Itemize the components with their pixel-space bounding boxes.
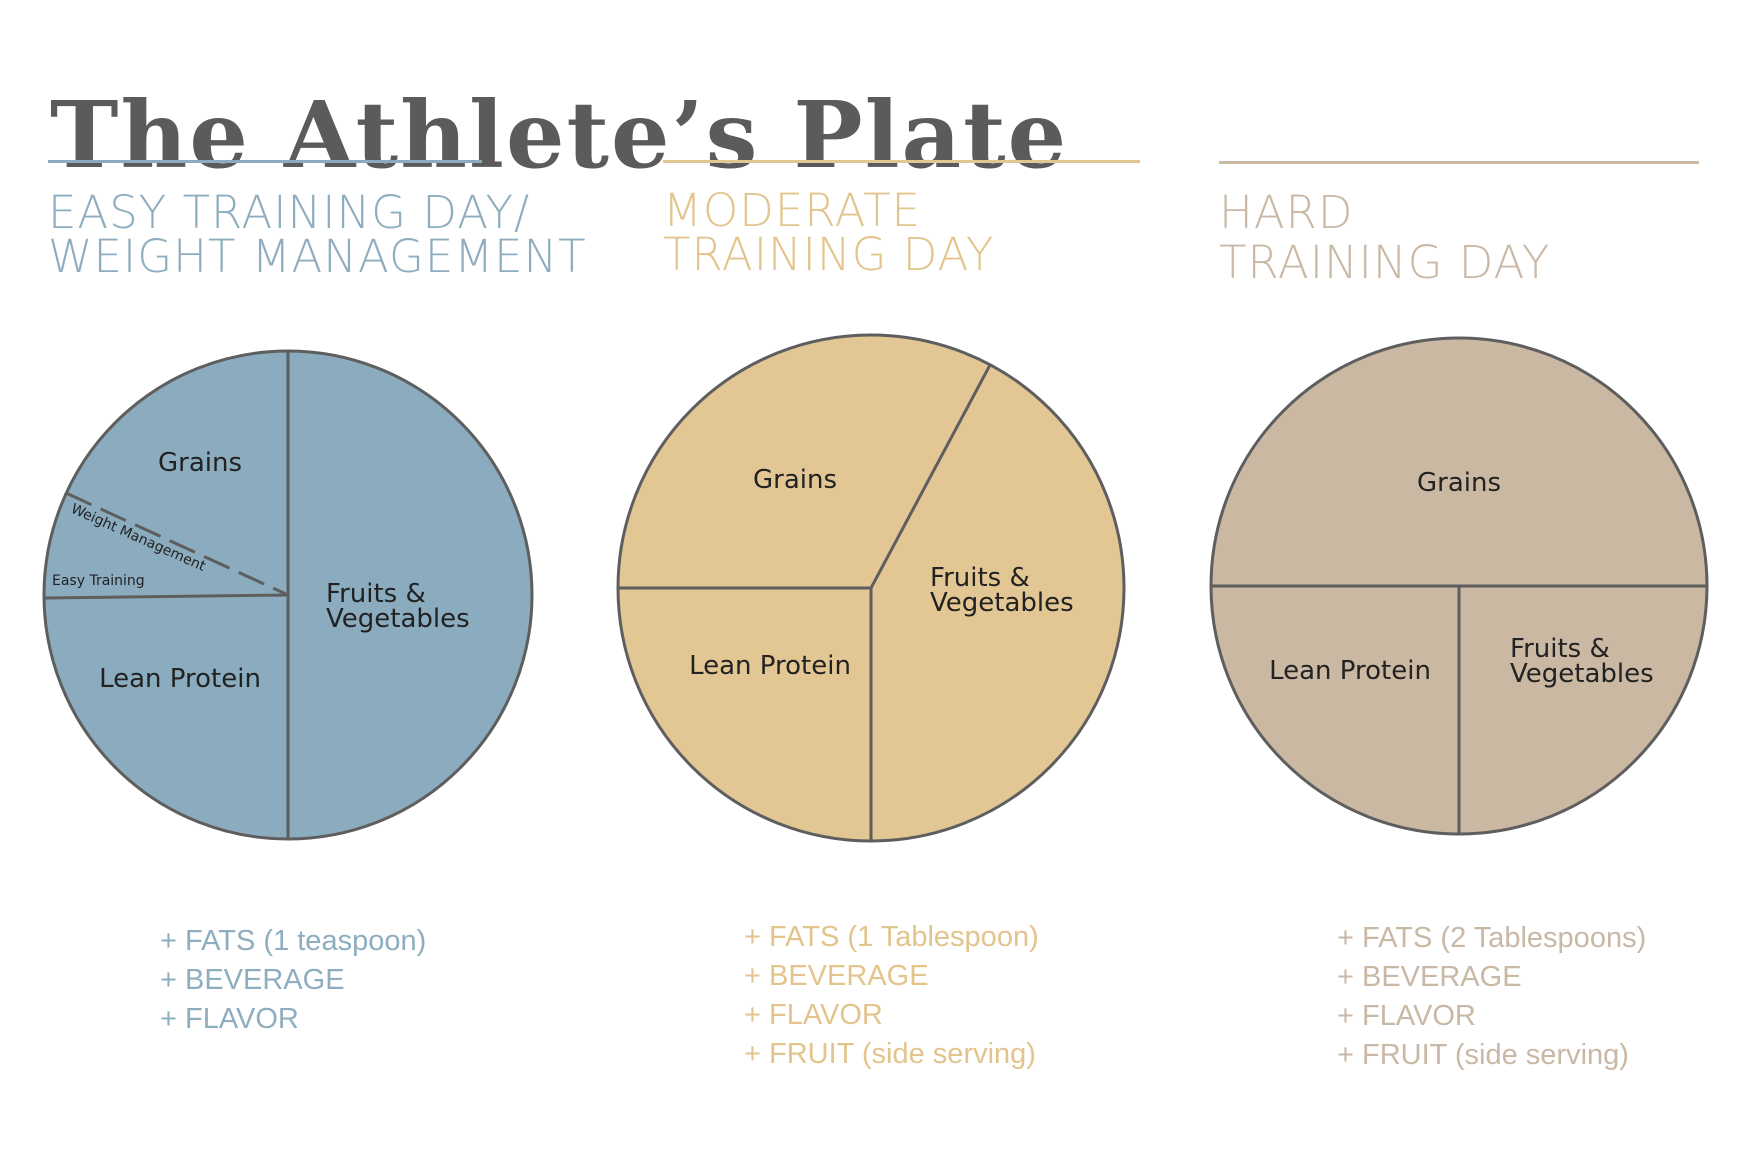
plate-hard-training: Grains Lean Protein Fruits & Vegetables	[1209, 336, 1709, 836]
extras-list-easy: + FATS (1 teaspoon) + BEVERAGE + FLAVOR	[160, 922, 426, 1039]
segment-label-fruits-vegetables: Fruits & Vegetables	[1510, 634, 1654, 689]
heading-hard-training: HARD TRAINING DAY	[1219, 188, 1550, 288]
column-divider-easy	[48, 160, 482, 163]
label-line: Vegetables	[1510, 659, 1654, 689]
extras-item: + FRUIT (side serving)	[744, 1038, 1036, 1070]
segment-label-grains: Grains	[1417, 468, 1501, 498]
extras-item: + FATS (2 Tablespoons)	[1337, 922, 1647, 954]
segment-label-lean-protein: Lean Protein	[99, 664, 261, 694]
heading-line: HARD	[1219, 186, 1354, 239]
plate-moderate-training: Grains Lean Protein Fruits & Vegetables	[616, 333, 1126, 843]
extras-item: + FATS (1 teaspoon)	[160, 925, 427, 957]
segment-label-fruits-vegetables: Fruits & Vegetables	[930, 563, 1074, 618]
column-divider-moderate	[663, 160, 1140, 163]
heading-line: TRAINING DAY	[1219, 236, 1551, 289]
label-line: Fruits &	[1510, 634, 1610, 664]
segment-label-lean-protein: Lean Protein	[689, 651, 851, 681]
page-title: The Athlete’s Plate	[50, 80, 1069, 189]
segment-label-fruits-vegetables: Fruits & Vegetables	[326, 579, 470, 634]
weight-management-dashed-line	[65, 491, 289, 597]
extras-item: + BEVERAGE	[160, 964, 345, 996]
annotation-easy-training: Easy Training	[52, 573, 145, 589]
extras-list-moderate: + FATS (1 Tablespoon) + BEVERAGE + FLAVO…	[744, 918, 1039, 1074]
extras-item: + BEVERAGE	[744, 960, 929, 992]
heading-line: MODERATE	[663, 184, 921, 237]
label-line: Vegetables	[326, 604, 470, 634]
extras-item: + FLAVOR	[744, 999, 883, 1031]
segment-label-lean-protein: Lean Protein	[1269, 656, 1431, 686]
extras-list-hard: + FATS (2 Tablespoons) + BEVERAGE + FLAV…	[1337, 919, 1646, 1075]
extras-item: + FLAVOR	[1337, 1000, 1476, 1032]
extras-item: + BEVERAGE	[1337, 961, 1522, 993]
label-line: Fruits &	[930, 563, 1030, 593]
heading-moderate-training: MODERATE TRAINING DAY	[663, 184, 995, 281]
label-line: Vegetables	[930, 588, 1074, 618]
heading-easy-training: EASY TRAINING DAY/ WEIGHT MANAGEMENT	[48, 186, 587, 283]
heading-line: TRAINING DAY	[663, 228, 995, 281]
extras-item: + FRUIT (side serving)	[1337, 1039, 1629, 1071]
extras-item: + FATS (1 Tablespoon)	[744, 921, 1039, 953]
label-line: Fruits &	[326, 579, 426, 609]
plate-divider	[869, 364, 992, 589]
column-divider-hard	[1219, 161, 1699, 164]
heading-line: WEIGHT MANAGEMENT	[48, 230, 587, 283]
segment-label-grains: Grains	[158, 448, 242, 478]
plate-easy-training: Grains Lean Protein Fruits & Vegetables …	[42, 349, 534, 841]
segment-label-grains: Grains	[753, 465, 837, 495]
heading-line: EASY TRAINING DAY/	[48, 186, 531, 239]
plate-divider	[43, 593, 289, 600]
extras-item: + FLAVOR	[160, 1003, 299, 1035]
